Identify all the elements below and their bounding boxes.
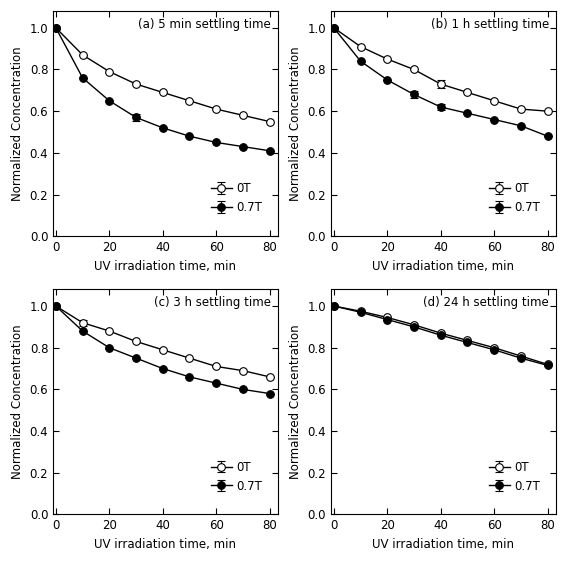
Legend: 0T, 0.7T: 0T, 0.7T — [206, 456, 267, 497]
Y-axis label: Normalized Concentration: Normalized Concentration — [289, 325, 302, 479]
X-axis label: UV irradiation time, min: UV irradiation time, min — [373, 260, 514, 273]
Legend: 0T, 0.7T: 0T, 0.7T — [206, 178, 267, 219]
Y-axis label: Normalized Concentration: Normalized Concentration — [289, 47, 302, 201]
Text: (a) 5 min settling time: (a) 5 min settling time — [138, 18, 271, 31]
Y-axis label: Normalized Concentration: Normalized Concentration — [11, 325, 24, 479]
Text: (d) 24 h settling time: (d) 24 h settling time — [423, 296, 549, 309]
Text: (b) 1 h settling time: (b) 1 h settling time — [431, 18, 549, 31]
Legend: 0T, 0.7T: 0T, 0.7T — [484, 178, 545, 219]
X-axis label: UV irradiation time, min: UV irradiation time, min — [95, 538, 236, 551]
X-axis label: UV irradiation time, min: UV irradiation time, min — [95, 260, 236, 273]
Text: (c) 3 h settling time: (c) 3 h settling time — [154, 296, 271, 309]
X-axis label: UV irradiation time, min: UV irradiation time, min — [373, 538, 514, 551]
Y-axis label: Normalized Concentration: Normalized Concentration — [11, 47, 24, 201]
Legend: 0T, 0.7T: 0T, 0.7T — [484, 456, 545, 497]
